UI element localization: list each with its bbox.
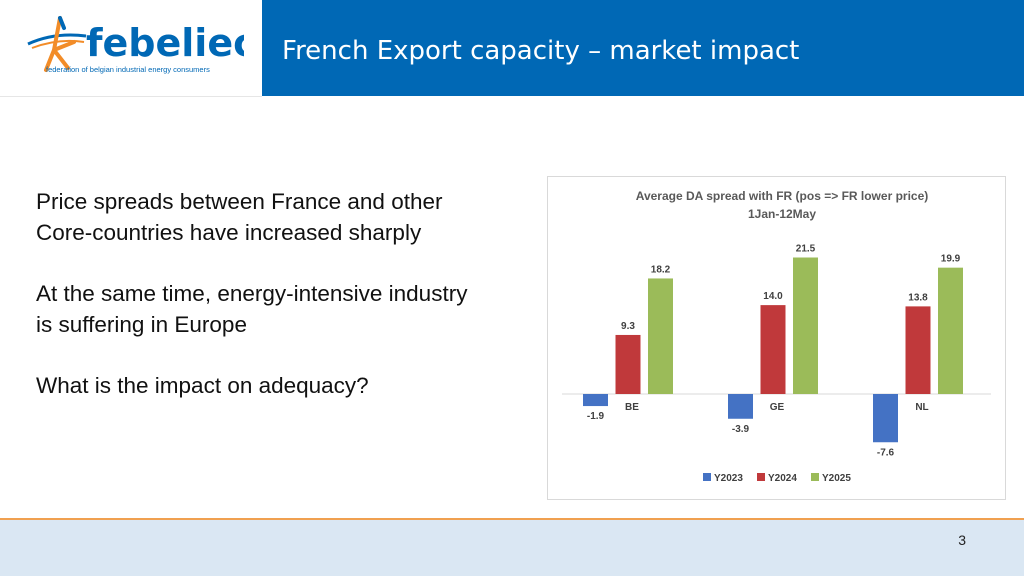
legend-swatch-y2024 xyxy=(757,473,765,481)
category-label-be: BE xyxy=(625,402,639,413)
bar-y2023-ge xyxy=(728,394,753,419)
legend-label-y2024: Y2024 xyxy=(768,473,797,484)
paragraph-industry: At the same time, energy-intensive indus… xyxy=(36,281,468,337)
bar-y2023-be xyxy=(583,394,608,407)
star-swoosh-icon xyxy=(27,16,87,72)
data-label-y2023-ge: -3.9 xyxy=(732,424,750,435)
bars-group: -1.9 9.3 18.2 BE -3.9 14.0 21.5 GE -7.6 13.8 19.9 N… xyxy=(583,244,963,458)
data-label-y2024-be: 9.3 xyxy=(621,321,635,332)
logo-tagline: federation of belgian industrial energy … xyxy=(46,65,210,74)
febeliec-logo: febeliec federation of belgian industria… xyxy=(27,16,244,74)
logo-area: febeliec federation of belgian industria… xyxy=(0,0,262,97)
page-number: 3 xyxy=(958,532,966,548)
chart-title: Average DA spread with FR (pos => FR low… xyxy=(636,189,929,203)
legend-swatch-y2025 xyxy=(811,473,819,481)
title-bar: French Export capacity – market impact xyxy=(262,0,1024,96)
bar-y2024-be xyxy=(615,334,641,394)
paragraph-adequacy-question: What is the impact on adequacy? xyxy=(36,373,369,398)
category-label-ge: GE xyxy=(770,402,785,413)
data-label-y2024-nl: 13.8 xyxy=(908,292,928,303)
bar-y2023-nl xyxy=(873,394,898,443)
legend-label-y2023: Y2023 xyxy=(714,473,743,484)
bar-y2024-ge xyxy=(760,305,786,394)
bar-y2024-nl xyxy=(905,306,931,394)
logo-wordmark: febeliec xyxy=(86,21,244,65)
body-text: Price spreads between France and other C… xyxy=(36,186,486,431)
category-label-nl: NL xyxy=(915,402,928,413)
data-label-y2025-ge: 21.5 xyxy=(796,244,816,255)
bar-y2025-ge xyxy=(793,257,818,394)
bar-y2025-nl xyxy=(938,267,963,394)
chart-container: Average DA spread with FR (pos => FR low… xyxy=(547,176,1006,500)
bar-chart: Average DA spread with FR (pos => FR low… xyxy=(562,189,991,484)
data-label-y2023-nl: -7.6 xyxy=(877,447,895,458)
data-label-y2023-be: -1.9 xyxy=(587,411,605,422)
data-label-y2025-be: 18.2 xyxy=(651,264,671,275)
legend-swatch-y2023 xyxy=(703,473,711,481)
chart-subtitle: 1Jan-12May xyxy=(748,207,816,221)
slide-title: French Export capacity – market impact xyxy=(282,36,800,66)
chart-legend: Y2023 Y2024 Y2025 xyxy=(703,473,851,484)
legend-label-y2025: Y2025 xyxy=(822,473,851,484)
paragraph-price-spreads: Price spreads between France and other C… xyxy=(36,189,443,245)
data-label-y2025-nl: 19.9 xyxy=(941,254,961,265)
data-label-y2024-ge: 14.0 xyxy=(763,291,783,302)
footer-divider xyxy=(0,518,1024,520)
bar-y2025-be xyxy=(648,278,673,394)
footer-bar: 3 xyxy=(0,520,1024,576)
